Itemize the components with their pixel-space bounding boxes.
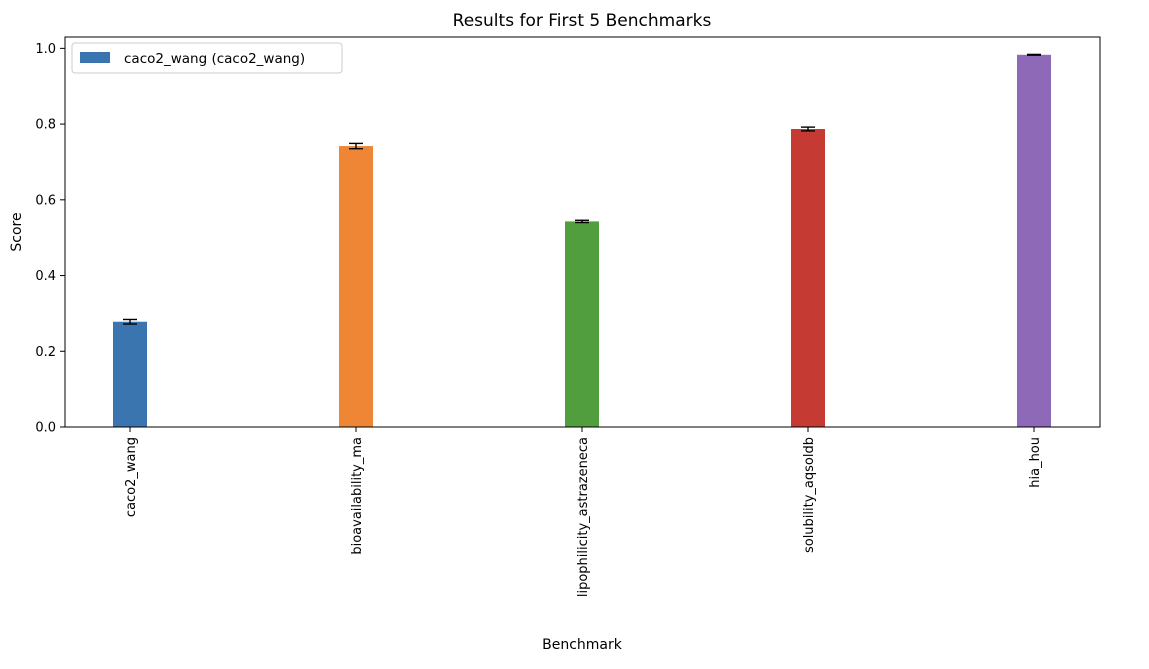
bar-hia_hou [1017, 54, 1051, 428]
y-tick-label: 1.0 [35, 42, 56, 57]
y-tick-label: 0.0 [35, 421, 56, 436]
y-tick-label: 0.4 [35, 269, 56, 284]
error-bar-solubility_aqsoldb [801, 126, 815, 132]
x-tick-label-hia_hou: hia_hou [1028, 437, 1043, 488]
legend-label: caco2_wang (caco2_wang) [124, 51, 305, 67]
error-bar-hia_hou [1027, 53, 1041, 56]
y-tick-label: 0.2 [35, 345, 56, 360]
error-bar-caco2_wang [123, 318, 137, 325]
y-tick-label: 0.8 [35, 118, 56, 133]
x-axis-label: Benchmark [542, 637, 623, 653]
legend: caco2_wang (caco2_wang) [71, 42, 343, 74]
x-tick-label-solubility_aqsoldb: solubility_aqsoldb [802, 437, 817, 553]
error-bars-layer [123, 53, 1041, 325]
bar-lipophilicity_astrazeneca [565, 221, 599, 427]
x-tick-label-lipophilicity_astrazeneca: lipophilicity_astrazeneca [576, 437, 591, 597]
error-bar-lipophilicity_astrazeneca [575, 219, 589, 224]
chart-title: Results for First 5 Benchmarks [453, 11, 712, 31]
legend-swatch [80, 52, 110, 63]
bar-caco2_wang [113, 321, 147, 427]
bar-solubility_aqsoldb [791, 129, 825, 427]
bar-bioavailability_ma [339, 146, 373, 428]
legend-box [71, 42, 343, 74]
x-tick-label-bioavailability_ma: bioavailability_ma [350, 437, 365, 555]
y-tick-label: 0.6 [35, 193, 56, 208]
bars-layer [113, 54, 1051, 428]
x-axis: caco2_wang bioavailability_ma lipophilicit… [124, 427, 1043, 597]
error-bar-bioavailability_ma [349, 142, 363, 150]
y-axis-label: Score [9, 212, 25, 251]
x-tick-label-caco2_wang: caco2_wang [124, 437, 139, 517]
y-axis: 0.0 0.2 0.4 0.6 0.8 1.0 [35, 42, 65, 436]
